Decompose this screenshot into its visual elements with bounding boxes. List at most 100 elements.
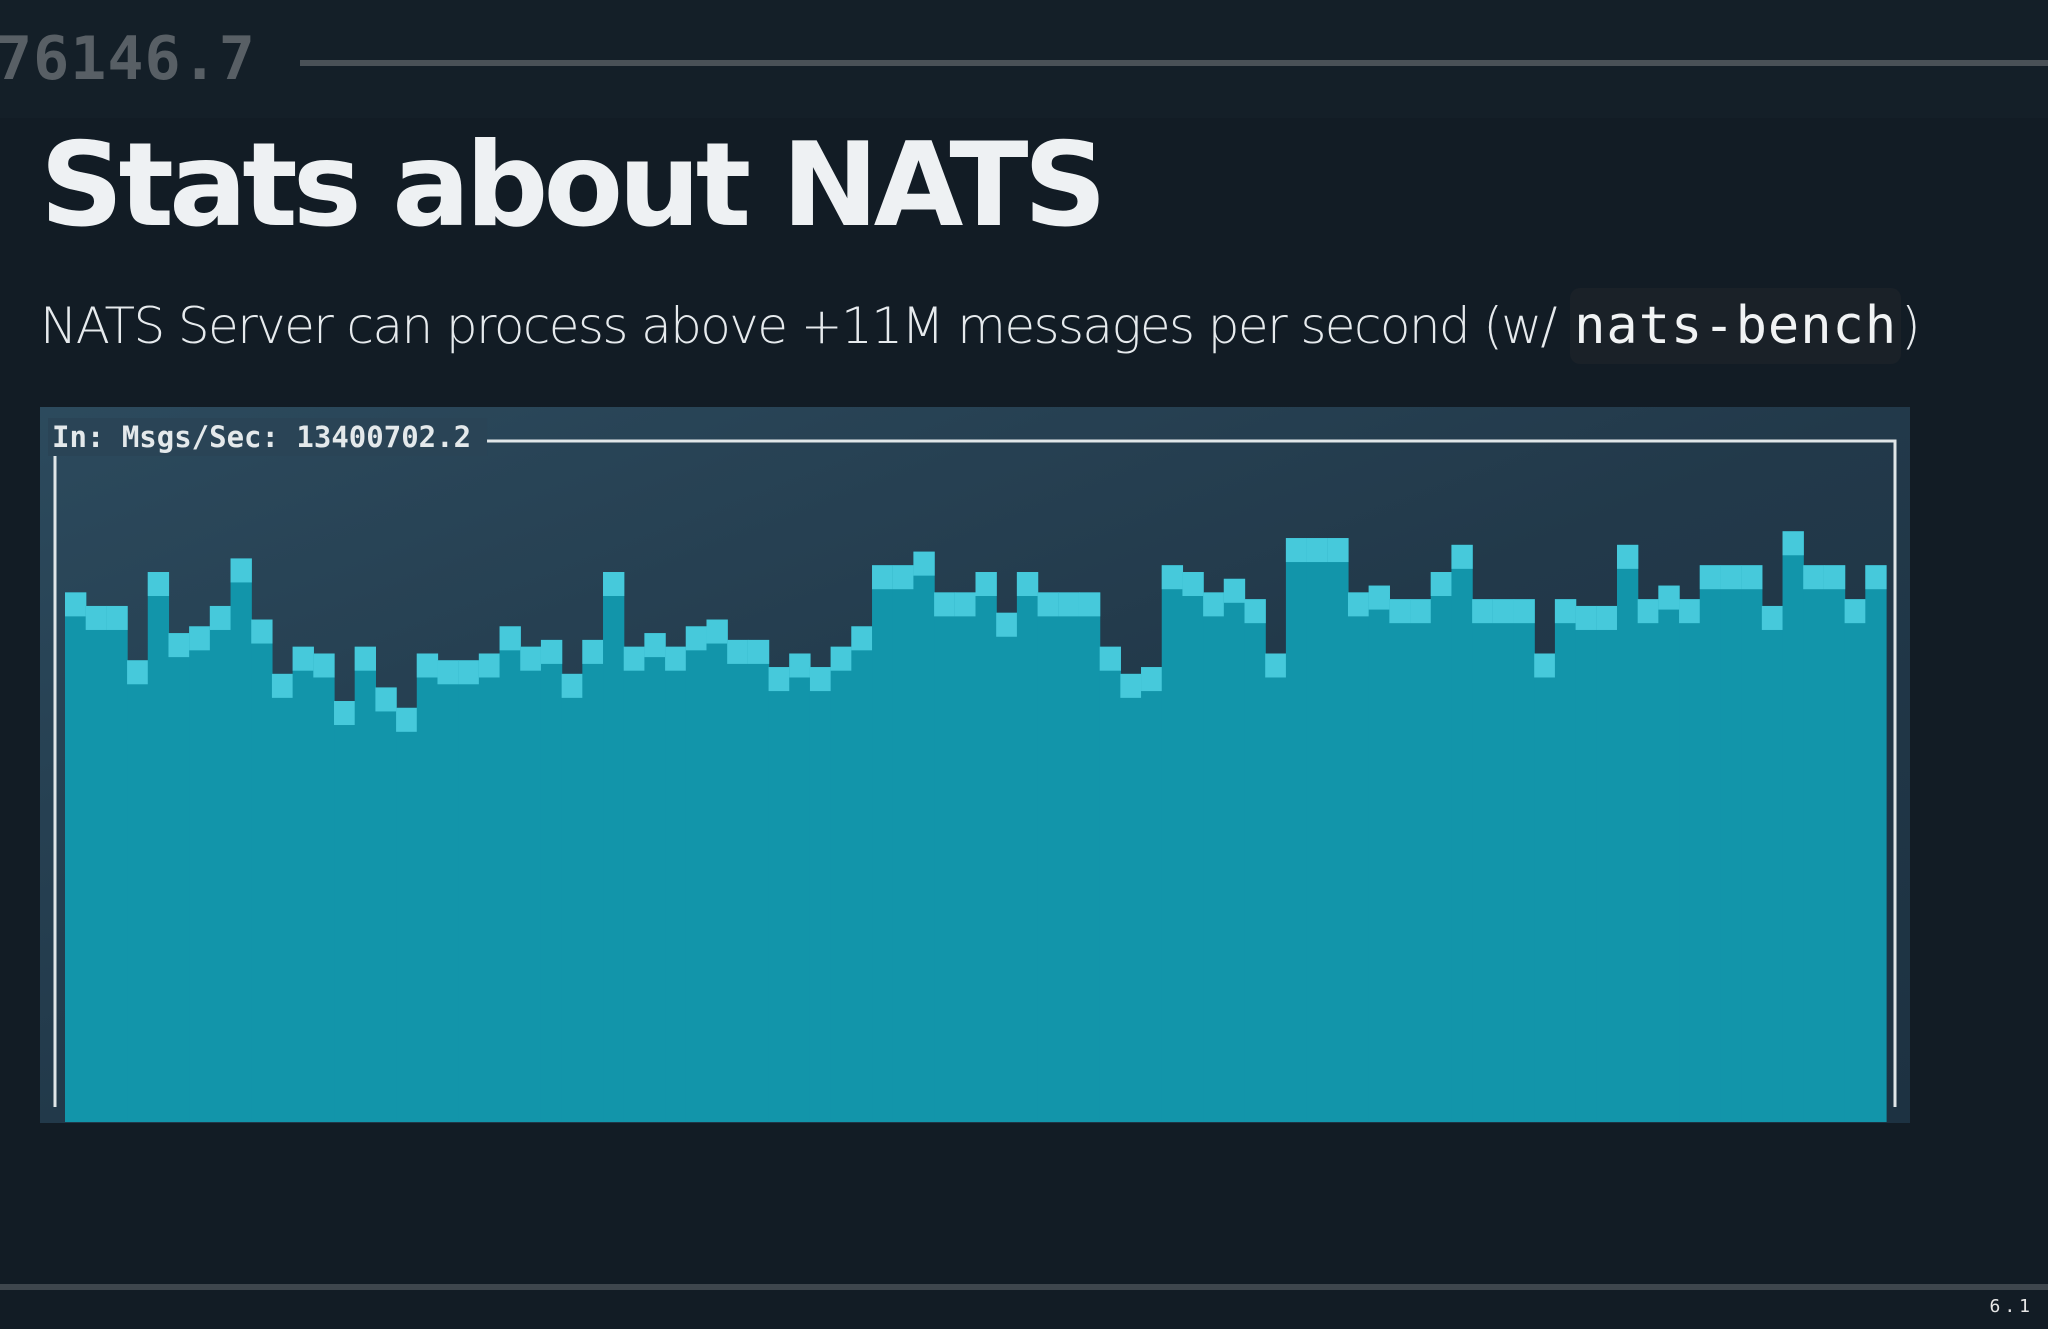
- chart-bar-cap: [1596, 605, 1618, 630]
- chart-bar-cap: [809, 667, 832, 692]
- chart-bar-cap: [1699, 565, 1722, 590]
- chart-bar: [334, 701, 356, 1122]
- chart-bar-cap: [1492, 599, 1515, 624]
- background-readout: 76146.7: [0, 24, 256, 94]
- chart-bar-cap: [1265, 653, 1287, 678]
- chart-bar: [1016, 572, 1039, 1122]
- subtitle-text: NATS Server can process above +11M messa…: [40, 297, 1571, 355]
- chart-bar-cap: [478, 653, 501, 678]
- chart-bar: [458, 660, 480, 1122]
- chart-bar-cap: [665, 646, 687, 671]
- chart-bar-cap: [706, 619, 728, 644]
- chart-bar: [851, 626, 873, 1122]
- chart-bar-cap: [1575, 605, 1597, 630]
- chart-bar-cap: [1016, 572, 1039, 597]
- chart-bar: [1679, 599, 1701, 1122]
- chart-bar: [499, 626, 521, 1122]
- chart-bar-cap: [1865, 565, 1887, 590]
- chart-bar: [706, 619, 728, 1122]
- chart-bar-cap: [416, 653, 439, 678]
- chart-bar: [996, 612, 1018, 1122]
- chart-bar: [127, 660, 149, 1122]
- chart-bar-cap: [1720, 565, 1742, 590]
- chart-bar-cap: [1554, 599, 1577, 624]
- chart-bar-cap: [1182, 572, 1204, 597]
- chart-bar: [954, 592, 977, 1122]
- chart-bar: [1182, 572, 1204, 1122]
- chart-bar-cap: [1223, 578, 1246, 603]
- chart-bar-cap: [292, 646, 314, 671]
- chart-bar: [623, 646, 646, 1122]
- chart-bar: [603, 572, 625, 1122]
- chart-bar-cap: [1161, 565, 1184, 590]
- chart-bar-cap: [540, 639, 563, 664]
- chart-bar: [1803, 565, 1825, 1122]
- chart-bar: [1141, 667, 1163, 1122]
- chart-bar-cap: [1327, 538, 1349, 563]
- chart-bar-cap: [934, 592, 956, 617]
- chart-bar-cap: [1430, 572, 1453, 597]
- chart-bar: [1699, 565, 1722, 1122]
- chart-bar: [85, 605, 107, 1122]
- chart-bar: [520, 646, 542, 1122]
- chart-bar: [975, 572, 997, 1122]
- chart-bar: [561, 673, 583, 1122]
- chart-bar: [1410, 599, 1432, 1122]
- chart-bar-cap: [1534, 653, 1556, 678]
- chart-bar: [416, 653, 439, 1122]
- chart-bar-cap: [1451, 544, 1473, 569]
- chart-bar-cap: [892, 565, 915, 590]
- chart-bar: [271, 673, 294, 1122]
- chart-bar-cap: [499, 626, 521, 651]
- chart-bar-cap: [1389, 599, 1411, 624]
- chart-bar: [1741, 565, 1763, 1122]
- chart-bar: [1865, 565, 1887, 1122]
- chart-bar-cap: [685, 626, 708, 651]
- chart-bar-cap: [520, 646, 542, 671]
- chart-bar-cap: [603, 572, 625, 597]
- chart-bar: [1637, 599, 1659, 1122]
- chart-bar-cap: [851, 626, 873, 651]
- chart-bar: [1368, 585, 1390, 1122]
- chart-bar: [665, 646, 687, 1122]
- chart-bar: [1058, 592, 1080, 1122]
- chart-bar: [147, 572, 170, 1122]
- chart-bar-cap: [209, 605, 232, 630]
- page-number: 6.1: [1989, 1296, 2034, 1317]
- slide-title: Stats about NATS: [40, 118, 1107, 253]
- chart-bar-cap: [85, 605, 107, 630]
- chart-frame: [53, 439, 1897, 1107]
- chart-bar: [230, 558, 252, 1122]
- bars-layer: [65, 531, 1887, 1122]
- chart-bar: [106, 605, 128, 1122]
- chart-bar-cap: [747, 639, 770, 664]
- chart-bar: [789, 653, 811, 1122]
- chart-bar: [1285, 538, 1308, 1122]
- chart-bar-cap: [1410, 599, 1432, 624]
- chart-bar: [1203, 592, 1225, 1122]
- chart-bar-cap: [65, 592, 87, 617]
- chart-bar-cap: [251, 619, 273, 644]
- chart-bar: [354, 646, 376, 1122]
- chart-bar-cap: [354, 646, 376, 671]
- chart-bar: [1782, 531, 1804, 1122]
- subtitle-close: ): [1901, 297, 1921, 355]
- chart-bar: [540, 639, 563, 1122]
- chart-bar-cap: [396, 707, 418, 732]
- chart-bar: [892, 565, 915, 1122]
- bottom-divider: [0, 1284, 2048, 1290]
- chart-bar: [1037, 592, 1059, 1122]
- chart-bar: [1720, 565, 1742, 1122]
- chart-bar: [1306, 538, 1328, 1122]
- subtitle-code: nats-bench: [1570, 288, 1902, 364]
- chart-bar-cap: [1616, 544, 1639, 569]
- chart-bar: [913, 551, 935, 1122]
- chart-bar-cap: [872, 565, 894, 590]
- chart-bar-cap: [768, 667, 790, 692]
- chart-bar-cap: [189, 626, 211, 651]
- chart-bar: [1616, 544, 1639, 1122]
- chart-bar: [1430, 572, 1453, 1122]
- chart-bar-cap: [1761, 605, 1784, 630]
- chart-bar: [1596, 605, 1618, 1122]
- chart-bar: [1099, 646, 1121, 1122]
